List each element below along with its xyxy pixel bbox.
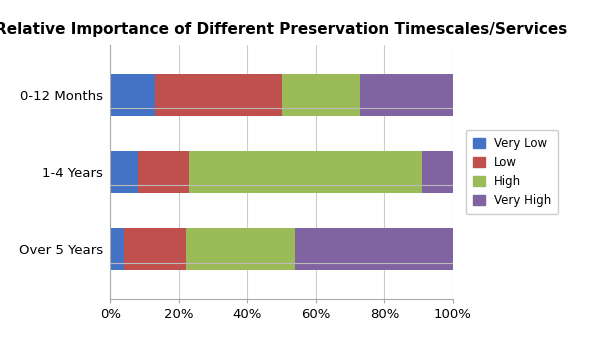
Bar: [189, 151, 422, 193]
Bar: [110, 151, 138, 193]
Bar: [295, 228, 453, 270]
Bar: [155, 74, 282, 116]
Title: Relative Importance of Different Preservation Timescales/Services: Relative Importance of Different Preserv…: [0, 22, 568, 36]
Legend: Very Low, Low, High, Very High: Very Low, Low, High, Very High: [466, 130, 558, 214]
Bar: [124, 228, 185, 270]
Bar: [110, 74, 155, 116]
Bar: [360, 74, 453, 116]
Bar: [185, 228, 295, 270]
Bar: [110, 228, 124, 270]
Bar: [138, 151, 189, 193]
Bar: [282, 74, 360, 116]
Bar: [422, 151, 453, 193]
